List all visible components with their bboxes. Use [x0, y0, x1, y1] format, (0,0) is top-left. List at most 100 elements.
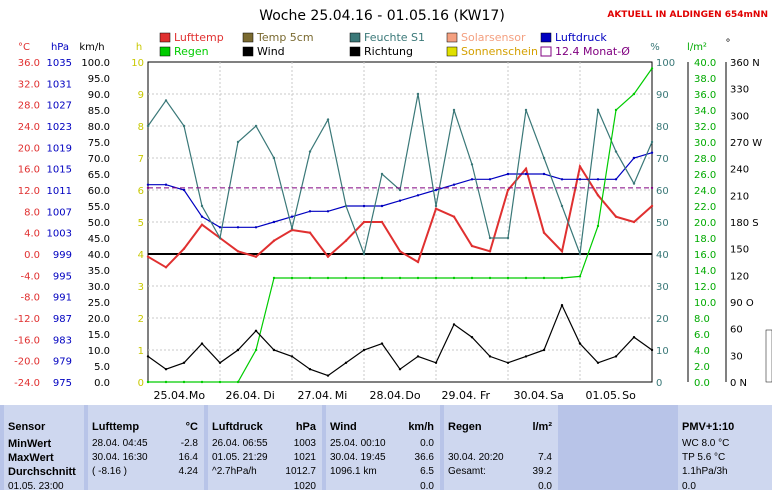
lufttemp-unit: °C: [185, 421, 198, 433]
row-label-max: MaxWert: [8, 452, 54, 464]
wind-tick-label: 85.0: [88, 106, 110, 117]
lufttemp-max-date: 30.04. 16:30: [92, 452, 148, 463]
data-point: [650, 186, 654, 190]
data-point: [398, 188, 402, 192]
data-point: [614, 150, 618, 153]
data-point: [416, 276, 420, 280]
row-label-min: MinWert: [8, 438, 52, 450]
sun-tick-label: 3: [138, 282, 144, 293]
sensor-header: Sensor: [8, 421, 46, 433]
data-point: [272, 156, 276, 160]
direction-tick-label: 360 N: [730, 58, 760, 69]
data-point: [182, 247, 186, 250]
data-point: [488, 236, 492, 240]
data-point: [218, 361, 222, 364]
data-point: [164, 99, 168, 102]
regen-max-value: 7.4: [538, 452, 552, 463]
temp-tick-label: 28.0: [18, 101, 40, 112]
data-point: [398, 250, 402, 253]
data-point: [236, 226, 240, 229]
data-point: [308, 276, 312, 280]
direction-tick-label: 0 N: [730, 378, 747, 389]
direction-tick-label: 30: [730, 351, 743, 362]
data-point: [164, 368, 168, 371]
stats-panel: Sensor MinWert MaxWert Durchschnitt 01.0…: [0, 405, 772, 492]
data-point: [578, 178, 582, 181]
data-point: [236, 140, 240, 144]
pressure-tick-label: 991: [53, 293, 72, 304]
day-label: Fr: [480, 389, 491, 402]
data-point: [488, 355, 492, 358]
wind-unit: km/h: [408, 421, 434, 433]
luftdruck-max-value: 1021: [293, 452, 316, 463]
data-point: [236, 348, 240, 352]
data-point: [542, 172, 546, 176]
humidity-tick-label: 40: [656, 250, 669, 261]
legend-swatch: [349, 46, 361, 57]
data-point: [596, 194, 600, 197]
stats-col-wind: Wind km/h 25.04. 00:10 0.0 30.04. 19:45 …: [326, 405, 440, 492]
wind-tick-label: 100.0: [81, 58, 110, 69]
day-label: So: [622, 389, 636, 402]
day-label: Mo: [189, 389, 205, 402]
pressure-tick-label: 1035: [47, 58, 72, 69]
data-point: [416, 355, 420, 358]
rain-tick-label: 4.0: [694, 346, 710, 357]
pressure-tick-label: 987: [53, 314, 72, 325]
humidity-tick-label: 100: [656, 58, 675, 69]
direction-tick-label: 270 W: [730, 138, 762, 149]
rain-tick-label: 8.0: [694, 314, 710, 325]
data-point: [434, 188, 438, 192]
data-point: [632, 182, 636, 185]
lufttemp-min-value: -2.8: [180, 438, 198, 449]
legend-swatch: [159, 32, 171, 43]
data-point: [200, 223, 204, 226]
wind-tick-label: 45.0: [88, 234, 110, 245]
rain-tick-label: 40.0: [694, 58, 716, 69]
wind-tick-label: 20.0: [88, 314, 110, 325]
stats-col-luftdruck: Luftdruck hPa 26.04. 06:55 1003 01.05. 2…: [208, 405, 322, 492]
pressure-tick-label: 999: [53, 250, 72, 261]
data-point: [254, 124, 258, 128]
day-label: Di: [263, 389, 275, 402]
day-label: 30.04.: [514, 389, 549, 402]
data-point: [434, 207, 438, 210]
day-label: Mi: [335, 389, 348, 402]
data-point: [326, 276, 330, 280]
pmv-windchill: WC 8.0 °C: [682, 438, 730, 449]
day-label: 26.04.: [226, 389, 261, 402]
wind-tick-label: 75.0: [88, 138, 110, 149]
wind-tick-label: 60.0: [88, 186, 110, 197]
data-point: [650, 348, 654, 352]
data-point: [182, 188, 186, 192]
day-label: 01.05.: [586, 389, 621, 402]
wind-tick-label: 55.0: [88, 202, 110, 213]
data-point: [650, 204, 654, 208]
data-point: [380, 204, 384, 208]
wind-tick-label: 65.0: [88, 170, 110, 181]
data-point: [650, 151, 654, 154]
data-point: [290, 227, 294, 230]
humidity-tick-label: 60: [656, 186, 669, 197]
data-point: [488, 250, 492, 253]
data-point: [308, 231, 312, 234]
stats-col-regen: Regen l/m² 30.04. 20:20 7.4 Gesamt: 39.2…: [444, 405, 558, 492]
rain-tick-label: 10.0: [694, 298, 716, 309]
data-point: [164, 183, 168, 186]
day-label: 28.04.: [370, 389, 405, 402]
temp-tick-label: 36.0: [18, 58, 40, 69]
rain-tick-label: 18.0: [694, 234, 716, 245]
pressure-tick-label: 1031: [47, 79, 72, 90]
rain-tick-label: 24.0: [694, 186, 716, 197]
data-point: [200, 380, 204, 384]
data-point: [290, 276, 294, 280]
data-point: [650, 67, 654, 70]
data-point: [416, 92, 420, 96]
direction-tick-label: 330: [730, 85, 749, 96]
wind-unit-label: km/h: [79, 42, 104, 53]
data-point: [524, 276, 528, 280]
rain-tick-label: 30.0: [694, 138, 716, 149]
day-label: 25.04.: [154, 389, 189, 402]
legend-label: Wind: [257, 45, 285, 58]
luftdruck-extra: 1020: [293, 481, 316, 492]
